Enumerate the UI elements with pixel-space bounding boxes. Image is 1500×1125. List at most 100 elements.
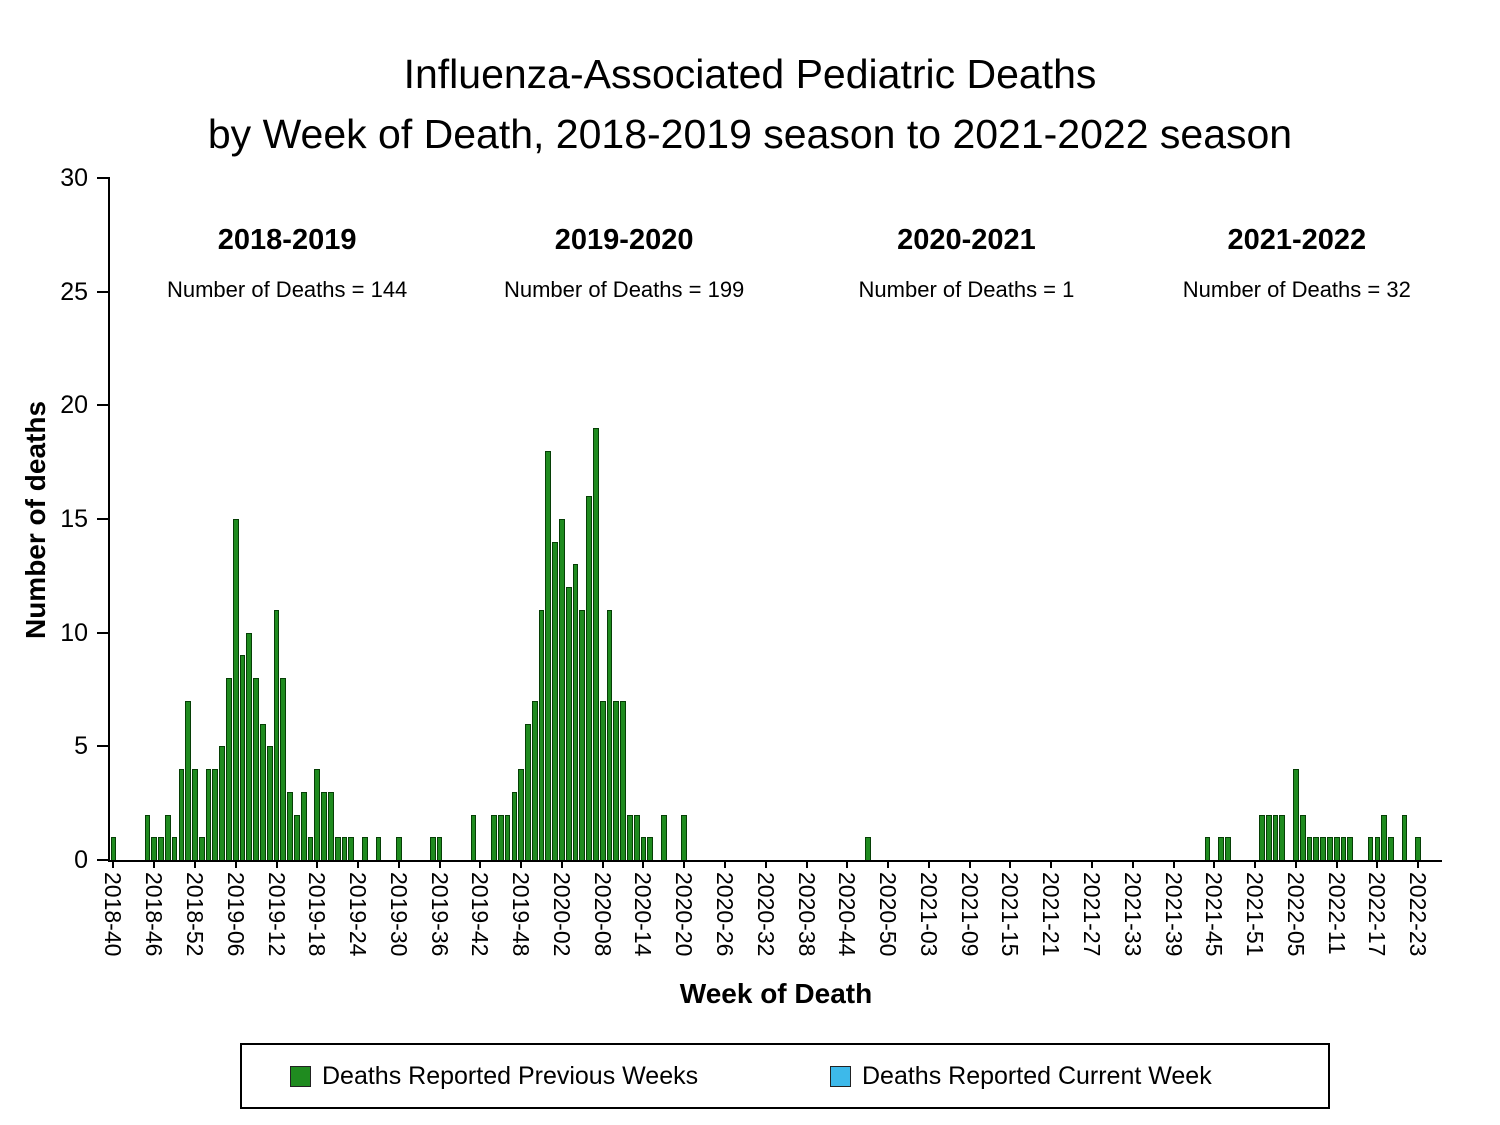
bar-week-2021-46	[1218, 837, 1224, 860]
bar-week-2019-11	[266, 746, 273, 860]
bar-week-2019-15	[294, 814, 300, 860]
x-tick-2022-11	[1335, 860, 1338, 868]
bar-week-2020-06	[586, 496, 592, 860]
bar-week-2020-11	[620, 700, 626, 860]
bar-week-2020-12	[627, 814, 633, 860]
season-name: 2019-2020	[554, 224, 694, 256]
bar-week-2019-20	[328, 791, 334, 860]
bar-week-2020-09	[606, 609, 613, 860]
x-tick-label-2019-06: 2019-06	[222, 872, 249, 957]
x-tick-2021-39	[1172, 860, 1175, 868]
bar-week-2019-48	[518, 769, 524, 860]
y-tick-label-5: 5	[74, 732, 88, 761]
x-tick-label-2020-50: 2020-50	[875, 872, 902, 957]
x-tick-label-2021-39: 2021-39	[1160, 872, 1187, 957]
x-tick-2022-23	[1417, 860, 1420, 868]
bar-week-2019-51	[538, 609, 545, 860]
bar-week-2022-01	[1265, 814, 1272, 860]
season-name: 2020-2021	[897, 224, 1036, 256]
y-tick-label-15: 15	[60, 505, 88, 533]
bar-week-2020-10	[613, 700, 620, 860]
x-tick-2019-18	[316, 860, 319, 868]
bar-week-2019-08	[246, 632, 253, 860]
season-deaths-count: Number of Deaths = 144	[166, 277, 408, 302]
bar-week-2019-13	[280, 678, 287, 860]
x-tick-2019-42	[479, 860, 482, 868]
bar-week-2022-08	[1313, 837, 1320, 860]
bar-week-2022-09	[1320, 837, 1326, 860]
bar-week-2020-07	[593, 428, 599, 860]
y-tick-label-0: 0	[74, 846, 88, 874]
bar-week-2022-23	[1415, 837, 1422, 860]
bar-week-2020-08	[599, 700, 606, 860]
bar-week-2019-25	[361, 837, 368, 860]
x-tick-2020-20	[683, 860, 686, 868]
bar-week-2018-46	[151, 837, 158, 860]
bar-week-2019-10	[260, 723, 266, 860]
y-tick-20	[97, 404, 110, 407]
y-tick-5	[97, 745, 110, 748]
x-tick-2020-08	[601, 860, 604, 868]
bar-week-2019-47	[511, 791, 518, 860]
legend-label-previous-weeks: Deaths Reported Previous Weeks	[322, 1061, 699, 1090]
x-tick-2019-36	[438, 860, 441, 868]
bar-week-2019-50	[531, 700, 538, 860]
bar-week-2018-52	[192, 769, 198, 860]
x-tick-label-2019-24: 2019-24	[345, 872, 372, 957]
bar-week-2020-13	[633, 814, 640, 860]
x-tick-label-2022-23: 2022-23	[1405, 872, 1432, 957]
bar-week-2022-18	[1381, 814, 1388, 860]
bar-week-2019-04	[219, 746, 225, 860]
bar-week-2022-21	[1401, 814, 1408, 860]
x-tick-label-2020-26: 2020-26	[712, 872, 739, 957]
x-tick-label-2021-03: 2021-03	[915, 872, 942, 957]
x-tick-label-2021-45: 2021-45	[1201, 872, 1228, 957]
chart-title-line1: Influenza-Associated Pediatric Deaths	[403, 51, 1097, 97]
x-tick-label-2019-48: 2019-48	[508, 872, 535, 957]
bar-week-2019-22	[341, 837, 348, 860]
bar-week-2019-45	[497, 814, 504, 860]
x-tick-2021-51	[1254, 860, 1257, 868]
x-tick-2019-24	[357, 860, 360, 868]
bar-week-2019-19	[321, 791, 327, 860]
bar-week-2022-11	[1333, 837, 1340, 860]
x-tick-label-2020-02: 2020-02	[548, 872, 575, 957]
x-tick-2021-15	[1009, 860, 1012, 868]
bar-week-2022-10	[1327, 837, 1333, 860]
season-annotation-2019-2020: 2019-2020 Number of Deaths = 199	[504, 224, 744, 303]
bar-week-2020-01	[552, 541, 558, 860]
bar-week-2022-02	[1272, 814, 1279, 860]
x-tick-label-2020-38: 2020-38	[793, 872, 820, 957]
bar-week-2018-47	[158, 837, 164, 860]
x-tick-label-2022-05: 2022-05	[1282, 872, 1309, 957]
x-tick-2020-02	[560, 860, 563, 868]
season-deaths-count: Number of Deaths = 32	[1182, 277, 1411, 302]
bar-week-2021-52	[1259, 814, 1265, 860]
y-tick-label-25: 25	[60, 277, 88, 306]
x-tick-2021-09	[968, 860, 971, 868]
bar-week-2019-03	[212, 769, 219, 860]
legend: Deaths Reported Previous Weeks Deaths Re…	[240, 1043, 1330, 1109]
x-tick-label-2020-08: 2020-08	[589, 872, 616, 957]
x-tick-label-2020-20: 2020-20	[671, 872, 698, 957]
plot-area: Number of deaths Week of Death 2018-2019…	[20, 165, 1442, 1009]
bar-week-2018-48	[164, 814, 171, 860]
bar-week-2019-09	[253, 678, 259, 860]
bar-week-2019-30	[395, 837, 402, 860]
legend-swatch-previous-weeks-icon	[290, 1065, 311, 1087]
chart-title: Influenza-Associated Pediatric Deaths by…	[0, 44, 1500, 164]
x-tick-label-2022-11: 2022-11	[1323, 872, 1350, 955]
x-tick-2021-33	[1131, 860, 1134, 868]
x-tick-label-2021-27: 2021-27	[1079, 872, 1105, 957]
bar-week-2019-02	[205, 769, 212, 860]
x-tick-2021-45	[1213, 860, 1216, 868]
x-tick-2020-26	[724, 860, 727, 868]
bar-week-2020-47	[864, 837, 871, 860]
bar-week-2020-02	[559, 519, 565, 860]
legend-item-previous-weeks: Deaths Reported Previous Weeks	[290, 1045, 698, 1107]
bar-week-2019-36	[436, 837, 443, 860]
x-tick-2020-38	[805, 860, 808, 868]
bar-week-2019-07	[239, 655, 246, 860]
x-tick-label-2020-44: 2020-44	[834, 872, 861, 957]
